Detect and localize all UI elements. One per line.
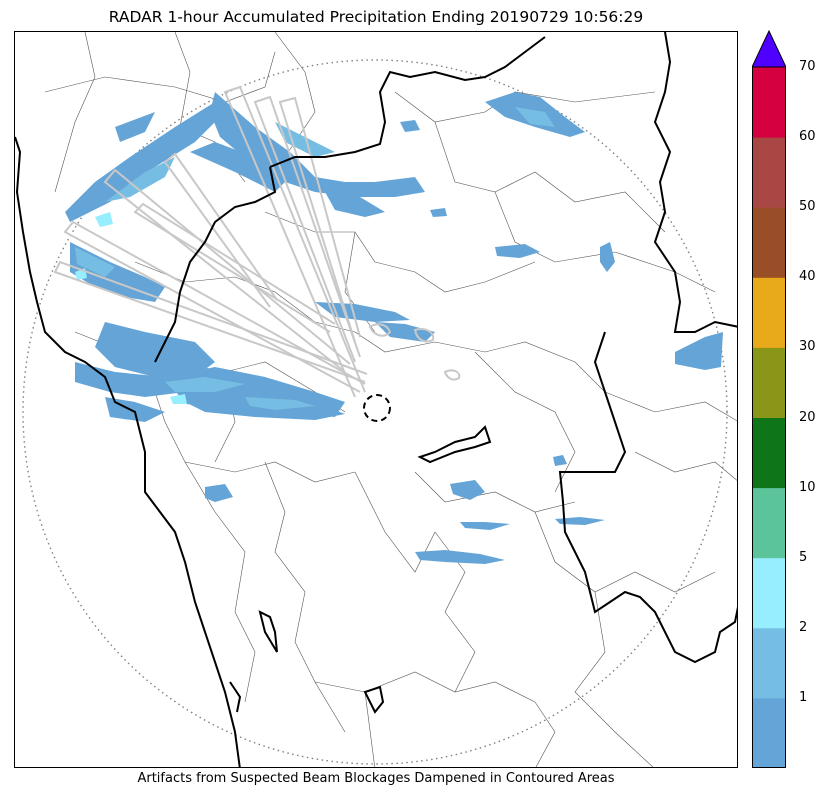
precipitation-light [75,107,555,410]
colorbar-tick-label: 70 [799,59,816,74]
beam-blockage-contours [53,85,461,398]
map-caption: Artifacts from Suspected Beam Blockages … [137,771,615,786]
colorbar-svg [752,30,786,768]
colorbar-tick-label: 10 [799,479,816,495]
radar-site-marker [363,394,391,422]
colorbar-tick-label: 40 [799,269,816,285]
colorbar-tick-label: 60 [799,129,816,145]
colorbar-segment [752,67,786,138]
colorbar-tick-label: 1 [799,689,808,705]
colorbar-segment [752,487,786,559]
colorbar-segment [752,557,786,629]
colorbar [752,30,786,768]
colorbar-tick-label: 5 [799,549,808,565]
colorbar-tick-label: 30 [799,339,816,355]
colorbar-segment [752,207,786,278]
colorbar-segment [752,417,786,489]
map-title: RADAR 1-hour Accumulated Precipitation E… [108,8,644,26]
radar-map [14,31,738,768]
colorbar-tick-label: 50 [799,199,816,215]
colorbar-extend-arrow [752,30,786,68]
district-boundaries [44,32,737,767]
radar-map-svg [15,32,737,767]
colorbar-segment [752,347,786,418]
colorbar-border [752,66,786,768]
colorbar-tick-label: 20 [799,409,816,425]
colorbar-segment [752,277,786,348]
colorbar-segment [752,627,786,699]
colorbar-tick-label: 2 [799,619,808,635]
colorbar-segment [752,697,786,768]
range-ring [22,59,728,765]
colorbar-segment [752,137,786,208]
state-boundaries [15,32,737,767]
